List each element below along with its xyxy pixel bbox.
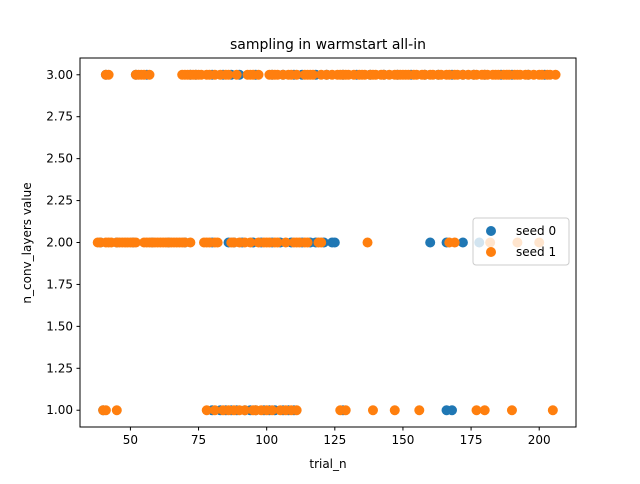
x-axis: 50 75 100 125 150 175 200 bbox=[123, 427, 551, 447]
point-s1-149 bbox=[302, 237, 313, 248]
chart-title: sampling in warmstart all-in bbox=[230, 37, 426, 53]
point-s0-53 bbox=[425, 237, 436, 248]
points-layer bbox=[92, 69, 561, 416]
point-s1-182 bbox=[471, 405, 482, 416]
point-s1-183 bbox=[479, 405, 490, 416]
y-tick-label: 1.25 bbox=[46, 361, 73, 375]
x-tick-label: 175 bbox=[460, 433, 483, 447]
y-tick-label: 1.50 bbox=[46, 319, 73, 333]
point-s1-184 bbox=[506, 405, 517, 416]
point-s1-159 bbox=[100, 405, 111, 416]
y-tick-label: 1.00 bbox=[46, 403, 73, 417]
x-axis-label: trial_n bbox=[309, 457, 346, 471]
y-tick-label: 3.00 bbox=[46, 68, 73, 82]
point-s1-179 bbox=[367, 405, 378, 416]
point-s1-25 bbox=[253, 69, 264, 80]
point-s1-132 bbox=[212, 237, 223, 248]
point-s1-1 bbox=[103, 69, 114, 80]
x-tick-label: 75 bbox=[191, 433, 206, 447]
point-s1-127 bbox=[185, 237, 196, 248]
y-tick-label: 2.75 bbox=[46, 110, 73, 124]
point-s1-178 bbox=[340, 405, 351, 416]
x-tick-label: 150 bbox=[391, 433, 414, 447]
legend-marker-0 bbox=[486, 226, 496, 236]
point-s1-185 bbox=[547, 405, 558, 416]
legend-label-1: seed 1 bbox=[516, 245, 556, 259]
y-axis-label: n_conv_layers value bbox=[20, 182, 34, 303]
legend-label-0: seed 0 bbox=[516, 224, 556, 238]
point-s1-167 bbox=[239, 405, 250, 416]
x-tick-label: 50 bbox=[123, 433, 138, 447]
point-s1-181 bbox=[414, 405, 425, 416]
point-s1-21 bbox=[231, 69, 242, 80]
x-tick-label: 100 bbox=[255, 433, 278, 447]
point-s0-52 bbox=[329, 237, 340, 248]
point-s1-143 bbox=[272, 237, 283, 248]
x-tick-label: 125 bbox=[323, 433, 346, 447]
point-s1-180 bbox=[389, 405, 400, 416]
point-s1-154 bbox=[449, 237, 460, 248]
point-s1-152 bbox=[362, 237, 373, 248]
point-s1-144 bbox=[280, 237, 291, 248]
y-tick-label: 2.25 bbox=[46, 194, 73, 208]
point-s0-55 bbox=[457, 237, 468, 248]
point-s1-151 bbox=[316, 237, 327, 248]
y-tick-label: 1.75 bbox=[46, 277, 73, 291]
legend-marker-1 bbox=[486, 247, 496, 257]
point-s1-137 bbox=[245, 237, 256, 248]
legend-box bbox=[472, 217, 570, 266]
point-s1-6 bbox=[144, 69, 155, 80]
point-s0-74 bbox=[447, 405, 457, 416]
y-tick-label: 2.00 bbox=[46, 236, 73, 250]
y-tick-label: 2.50 bbox=[46, 152, 73, 166]
legend: seed 0 seed 1 bbox=[472, 217, 570, 266]
x-tick-label: 200 bbox=[528, 433, 551, 447]
point-s1-162 bbox=[209, 405, 220, 416]
point-s1-160 bbox=[111, 405, 122, 416]
point-s1-37 bbox=[308, 69, 319, 80]
point-s1-161 bbox=[201, 405, 212, 416]
point-s1-176 bbox=[291, 405, 302, 416]
point-s1-97 bbox=[550, 69, 561, 80]
point-s1-33 bbox=[291, 69, 302, 80]
point-s1-20 bbox=[223, 69, 234, 80]
point-s1-110 bbox=[130, 237, 141, 248]
y-axis: 1.00 1.25 1.50 1.75 2.00 2.25 2.50 2.75 3.00 bbox=[46, 68, 80, 417]
point-s1-172 bbox=[267, 405, 278, 416]
